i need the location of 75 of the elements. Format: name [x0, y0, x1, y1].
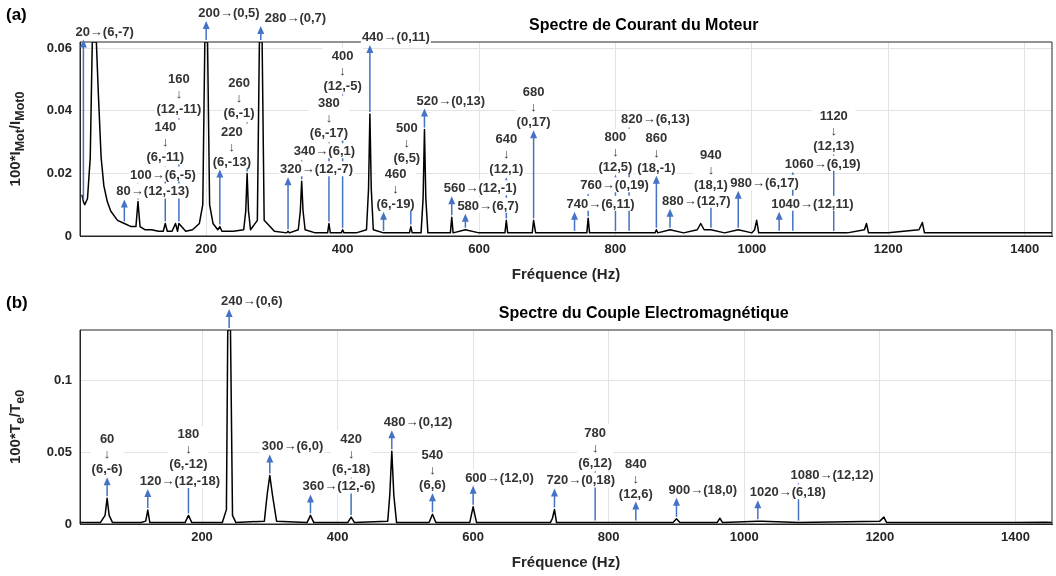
- annotation: 200→(0,5): [198, 5, 260, 20]
- x-tick-label: 400: [326, 529, 349, 545]
- text: (a): [6, 5, 27, 24]
- y-tick-label: 0.1: [53, 371, 72, 387]
- annotation: 540 ↓ (6,6): [419, 447, 446, 493]
- y-tick-label: 0: [64, 515, 72, 531]
- annotation: 80→(12,-13): [116, 183, 190, 199]
- annotation: 820→(6,13): [621, 110, 690, 126]
- annotation: 800 ↓ (12,5): [598, 128, 633, 174]
- annotation: 760→(0,19): [580, 177, 649, 193]
- annotation: 640 ↓ (12,1): [489, 131, 524, 177]
- annotation: 980→(6,17): [730, 174, 799, 190]
- x-tick-label: 600: [462, 529, 484, 545]
- annotation: 600→(12,0): [465, 469, 534, 485]
- annotation: 420 ↓ (6,-18): [331, 431, 371, 477]
- chart-title: Spectre du Couple Electromagnétique: [498, 304, 789, 321]
- annotation: 380 ↓ (6,-17): [309, 95, 349, 141]
- annotation: 360→(12,-6): [302, 478, 376, 494]
- x-tick-label: 200: [195, 241, 218, 257]
- annotation: 100→(6,-5): [129, 166, 196, 182]
- x-tick-label: 600: [468, 241, 490, 257]
- annotation: 840 ↓ (12,6): [618, 455, 653, 501]
- annotation: 520→(0,13): [416, 92, 486, 108]
- annotation: 1020→(6,18): [749, 484, 826, 500]
- annotation: 460 ↓ (6,-19): [376, 165, 415, 211]
- y-tick-label: 0.02: [46, 165, 72, 180]
- annotation: 400 ↓ (12,-5): [323, 47, 362, 93]
- annotation: 740→(6,11): [566, 195, 635, 211]
- annotation: 720→(0,18): [546, 472, 616, 488]
- annotation: 1080→(12,12): [790, 466, 874, 482]
- annotation: 880→(12,7): [662, 192, 731, 208]
- x-axis-title: Fréquence (Hz): [511, 265, 621, 283]
- annotation: 440→(0,11): [361, 28, 430, 44]
- annotation: 260 ↓ (6,-1): [223, 75, 255, 121]
- chart-title: Spectre de Courant du Moteur: [529, 16, 759, 33]
- y-tick-label: 0: [64, 227, 72, 243]
- annotation: 280→(0,7): [264, 10, 327, 25]
- annotation: 180 ↓ (6,-12): [169, 426, 208, 472]
- annotation: 680 ↓ (0,17): [516, 84, 551, 130]
- annotation: 1040→(12,11): [771, 195, 854, 211]
- x-tick-label: 1000: [737, 241, 767, 257]
- x-tick-label: 1400: [1000, 529, 1030, 545]
- annotation: 220 ↓ (6,-13): [212, 123, 251, 169]
- annotation: 320→(12,-7): [280, 161, 354, 177]
- annotation: 480→(0,12): [383, 414, 453, 430]
- x-tick-label: 800: [597, 529, 620, 545]
- y-tick-label: 0.06: [46, 39, 72, 55]
- annotation: 140 ↓ (6,-11): [146, 119, 185, 165]
- x-tick-label: 1200: [865, 529, 895, 545]
- annotation: 240→(0,6): [221, 293, 283, 308]
- annotation: 1060→(6,19): [784, 155, 861, 171]
- x-tick-label: 1200: [873, 241, 903, 257]
- annotation: 500 ↓ (6,5): [393, 119, 421, 165]
- x-tick-label: 1400: [1010, 241, 1040, 257]
- annotation: 940 ↓ (18,1): [693, 146, 728, 192]
- annotation: 160 ↓ (12,-11): [156, 71, 202, 117]
- annotation: 300→(6,0): [261, 438, 324, 454]
- x-axis-title: Fréquence (Hz): [511, 553, 621, 571]
- x-tick-label: 400: [331, 241, 354, 257]
- annotation: 60 ↓ (6,-6): [91, 431, 123, 477]
- annotation: 340→(6,1): [293, 143, 356, 159]
- x-tick-label: 200: [191, 529, 213, 545]
- x-tick-label: 1000: [729, 529, 759, 545]
- annotation: 560→(12,-1): [443, 180, 517, 196]
- annotation: 860 ↓ (18,-1): [637, 129, 676, 175]
- y-tick-label: 0.04: [46, 102, 73, 118]
- annotation: 20→(6,-7): [75, 23, 134, 39]
- annotation: 1120 ↓ (12,13): [813, 107, 855, 153]
- annotation: 120→(12,-18): [139, 473, 220, 489]
- x-tick-label: 800: [604, 241, 627, 257]
- y-tick-label: 0.05: [46, 443, 72, 459]
- annotation: 900→(18,0): [668, 481, 738, 497]
- annotation: 780 ↓ (6,12): [578, 424, 613, 470]
- text: (b): [6, 293, 28, 312]
- annotation: 580→(6,7): [457, 197, 519, 213]
